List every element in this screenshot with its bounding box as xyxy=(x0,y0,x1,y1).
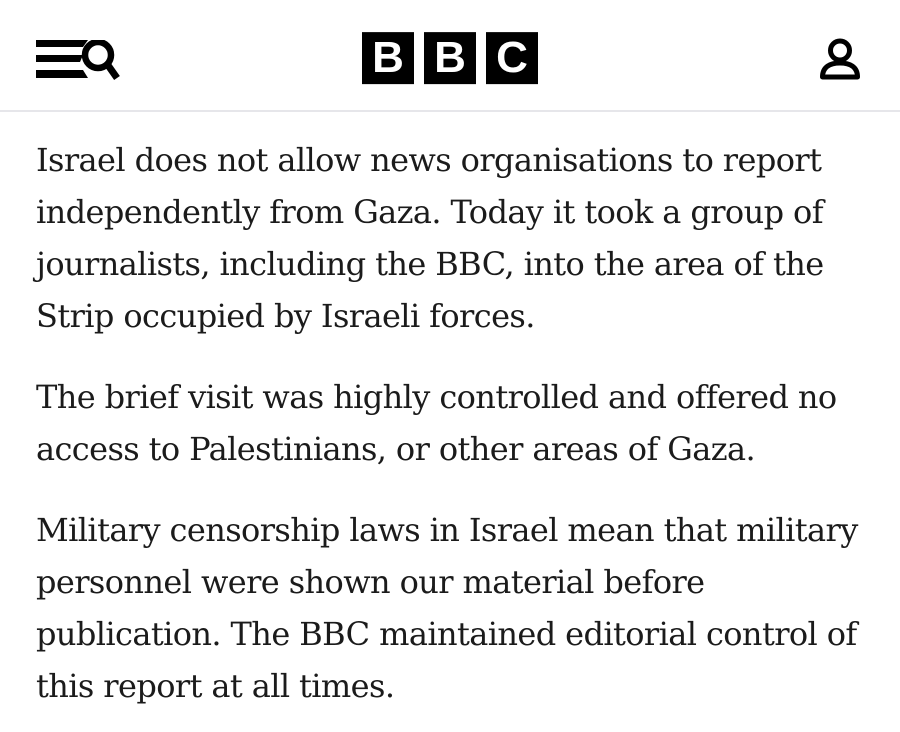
article-paragraph-2: The brief visit was highly controlled an… xyxy=(36,378,837,468)
logo-letter: B xyxy=(434,33,466,83)
account-button[interactable] xyxy=(816,37,864,85)
menu-search-button[interactable] xyxy=(36,40,122,82)
logo-block-b2: B xyxy=(424,32,476,85)
logo-letter: B xyxy=(372,33,404,83)
article-body: Israel does not allow news organisations… xyxy=(0,112,900,712)
article-paragraph-1: Israel does not allow news organisations… xyxy=(36,141,824,335)
logo-block-c: C xyxy=(486,32,538,85)
person-icon xyxy=(820,38,860,80)
bbc-logo[interactable]: B B C xyxy=(362,32,538,85)
top-nav: B B C xyxy=(0,0,900,112)
article-paragraph-3: Military censorship laws in Israel mean … xyxy=(36,511,858,705)
menu-search-icon xyxy=(36,40,120,81)
logo-letter: C xyxy=(496,33,528,83)
logo-block-b1: B xyxy=(362,32,414,85)
